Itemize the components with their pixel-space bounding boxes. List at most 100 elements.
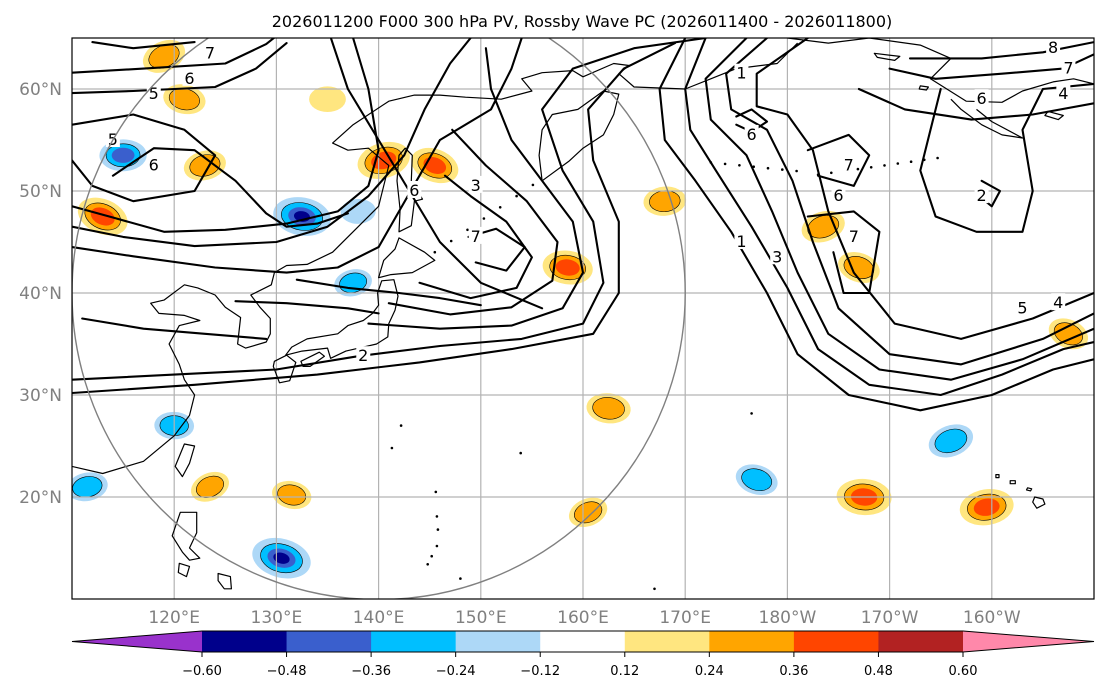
pv-contour-line: [857, 87, 1094, 121]
negative-anomaly: [99, 139, 147, 172]
colorbar-tick-label: 0.12: [610, 664, 639, 679]
anomaly-band: [90, 207, 115, 226]
contour-label-bg: [734, 232, 749, 249]
lat-tick-label: 40°N: [19, 284, 62, 304]
pv-contour-line: [806, 210, 881, 295]
pv-contour-line: [72, 42, 677, 395]
anomaly-band: [934, 428, 968, 454]
island-dot: [830, 171, 833, 175]
coastline-luzon: [171, 511, 201, 561]
negative-anomaly: [72, 472, 108, 502]
contour-label-bg: [1051, 293, 1066, 311]
contour-label-bg: [744, 124, 759, 142]
island-dot: [430, 554, 434, 558]
pv-contour-line: [658, 38, 1094, 412]
anomaly-band: [807, 215, 840, 239]
island-dot: [435, 544, 439, 548]
pv-contour-label: 6: [747, 125, 757, 144]
pv-contour-line: [725, 38, 1094, 366]
pv-contour-line: [72, 38, 276, 74]
coastline-alaska: [787, 38, 1094, 103]
map-gridlines: [72, 38, 1094, 599]
coastline-hawaii-big: [1032, 496, 1046, 509]
island-dot: [795, 169, 798, 173]
colorbar-cell: [540, 631, 626, 652]
pv-contour-line: [295, 278, 482, 307]
colorbar-tick-label: −0.60: [182, 664, 222, 679]
contour-label-bg: [1015, 298, 1030, 316]
contour-label-bg: [356, 346, 371, 364]
colorbar-cell: [286, 631, 372, 652]
coastline-asia-east-coast: [72, 42, 799, 475]
island-dot: [856, 167, 860, 171]
pv-contour-label: 6: [976, 89, 986, 108]
coastlines: [72, 38, 1094, 591]
contour-label-bg: [407, 181, 422, 198]
anomaly-band: [741, 468, 773, 492]
colorbar-cell: [202, 631, 288, 652]
anomaly-band: [555, 259, 580, 276]
island-dot: [433, 250, 437, 254]
colorbar-tick-label: −0.24: [436, 664, 476, 679]
positive-anomaly: [272, 480, 312, 510]
pv-contour-label: 6: [409, 181, 419, 200]
pv-contour-line: [367, 47, 585, 330]
island-dot: [750, 412, 753, 415]
pv-contour-label: 7: [471, 227, 481, 246]
colorbar-tick-label: −0.48: [267, 664, 307, 679]
island-dot: [515, 194, 518, 198]
colorbar-cell: [878, 631, 964, 652]
island-dot: [449, 239, 453, 243]
lat-tick-label: 30°N: [19, 386, 62, 406]
anomaly-band: [574, 501, 603, 524]
pv-contour-line: [111, 147, 349, 228]
negative-anomaly: [928, 424, 974, 458]
lon-tick-label: 170°E: [659, 608, 711, 628]
pv-contour-line: [72, 38, 707, 381]
colorbar-tick-label: 0.48: [864, 664, 893, 679]
coastline-st-lawrence: [873, 52, 901, 61]
anomaly-band: [309, 86, 346, 112]
positive-anomaly: [309, 86, 346, 112]
positive-anomaly: [190, 471, 230, 502]
pv-contour-line: [81, 317, 268, 340]
contour-label-bg: [974, 89, 989, 107]
coastline-alaska-peninsula: [950, 98, 1024, 139]
colorbar-tick-label: −0.36: [351, 664, 391, 679]
island-dot: [766, 166, 770, 170]
island-dot: [781, 168, 784, 171]
coastline-mindoro: [177, 562, 191, 578]
positive-anomaly: [586, 393, 631, 424]
contour-label-bg: [974, 186, 989, 204]
island-dot: [390, 446, 394, 450]
pv-contour-line: [467, 227, 526, 272]
island-dot: [531, 183, 535, 187]
contour-label-bg: [1056, 84, 1071, 102]
pv-contour-line: [72, 113, 217, 203]
colorbar-tick-label: 0.24: [695, 664, 724, 679]
lon-tick-label: 150°E: [455, 608, 507, 628]
island-dot: [883, 164, 886, 167]
contour-label-bg: [182, 68, 197, 86]
pv-contour-line: [684, 38, 1094, 397]
pv-contour-label: 4: [1053, 293, 1063, 312]
pv-contour-label: 1: [736, 64, 746, 83]
island-dot: [436, 528, 440, 531]
pv-contour-line: [72, 42, 288, 95]
island-dot: [498, 206, 502, 209]
contour-label-bg: [831, 186, 846, 204]
colorbar-cell: [624, 631, 710, 652]
colorbar-cell: [371, 631, 457, 652]
island-dot: [482, 217, 486, 220]
lon-tick-label: 140°E: [353, 608, 405, 628]
colorbar: −0.60 −0.48 −0.36 −0.24 −0.12 0.12 0.24 0.36 0.4…: [71, 630, 1095, 679]
colorbar-cell: [455, 631, 541, 652]
positive-anomaly: [411, 147, 459, 184]
pv-contour-line: [919, 82, 1094, 233]
pv-contour-label: 7: [849, 227, 859, 246]
coastline-honshu: [285, 279, 399, 359]
island-dot: [399, 424, 403, 427]
pv-contour-label: 3: [772, 247, 782, 266]
coastline-samar: [217, 572, 232, 590]
